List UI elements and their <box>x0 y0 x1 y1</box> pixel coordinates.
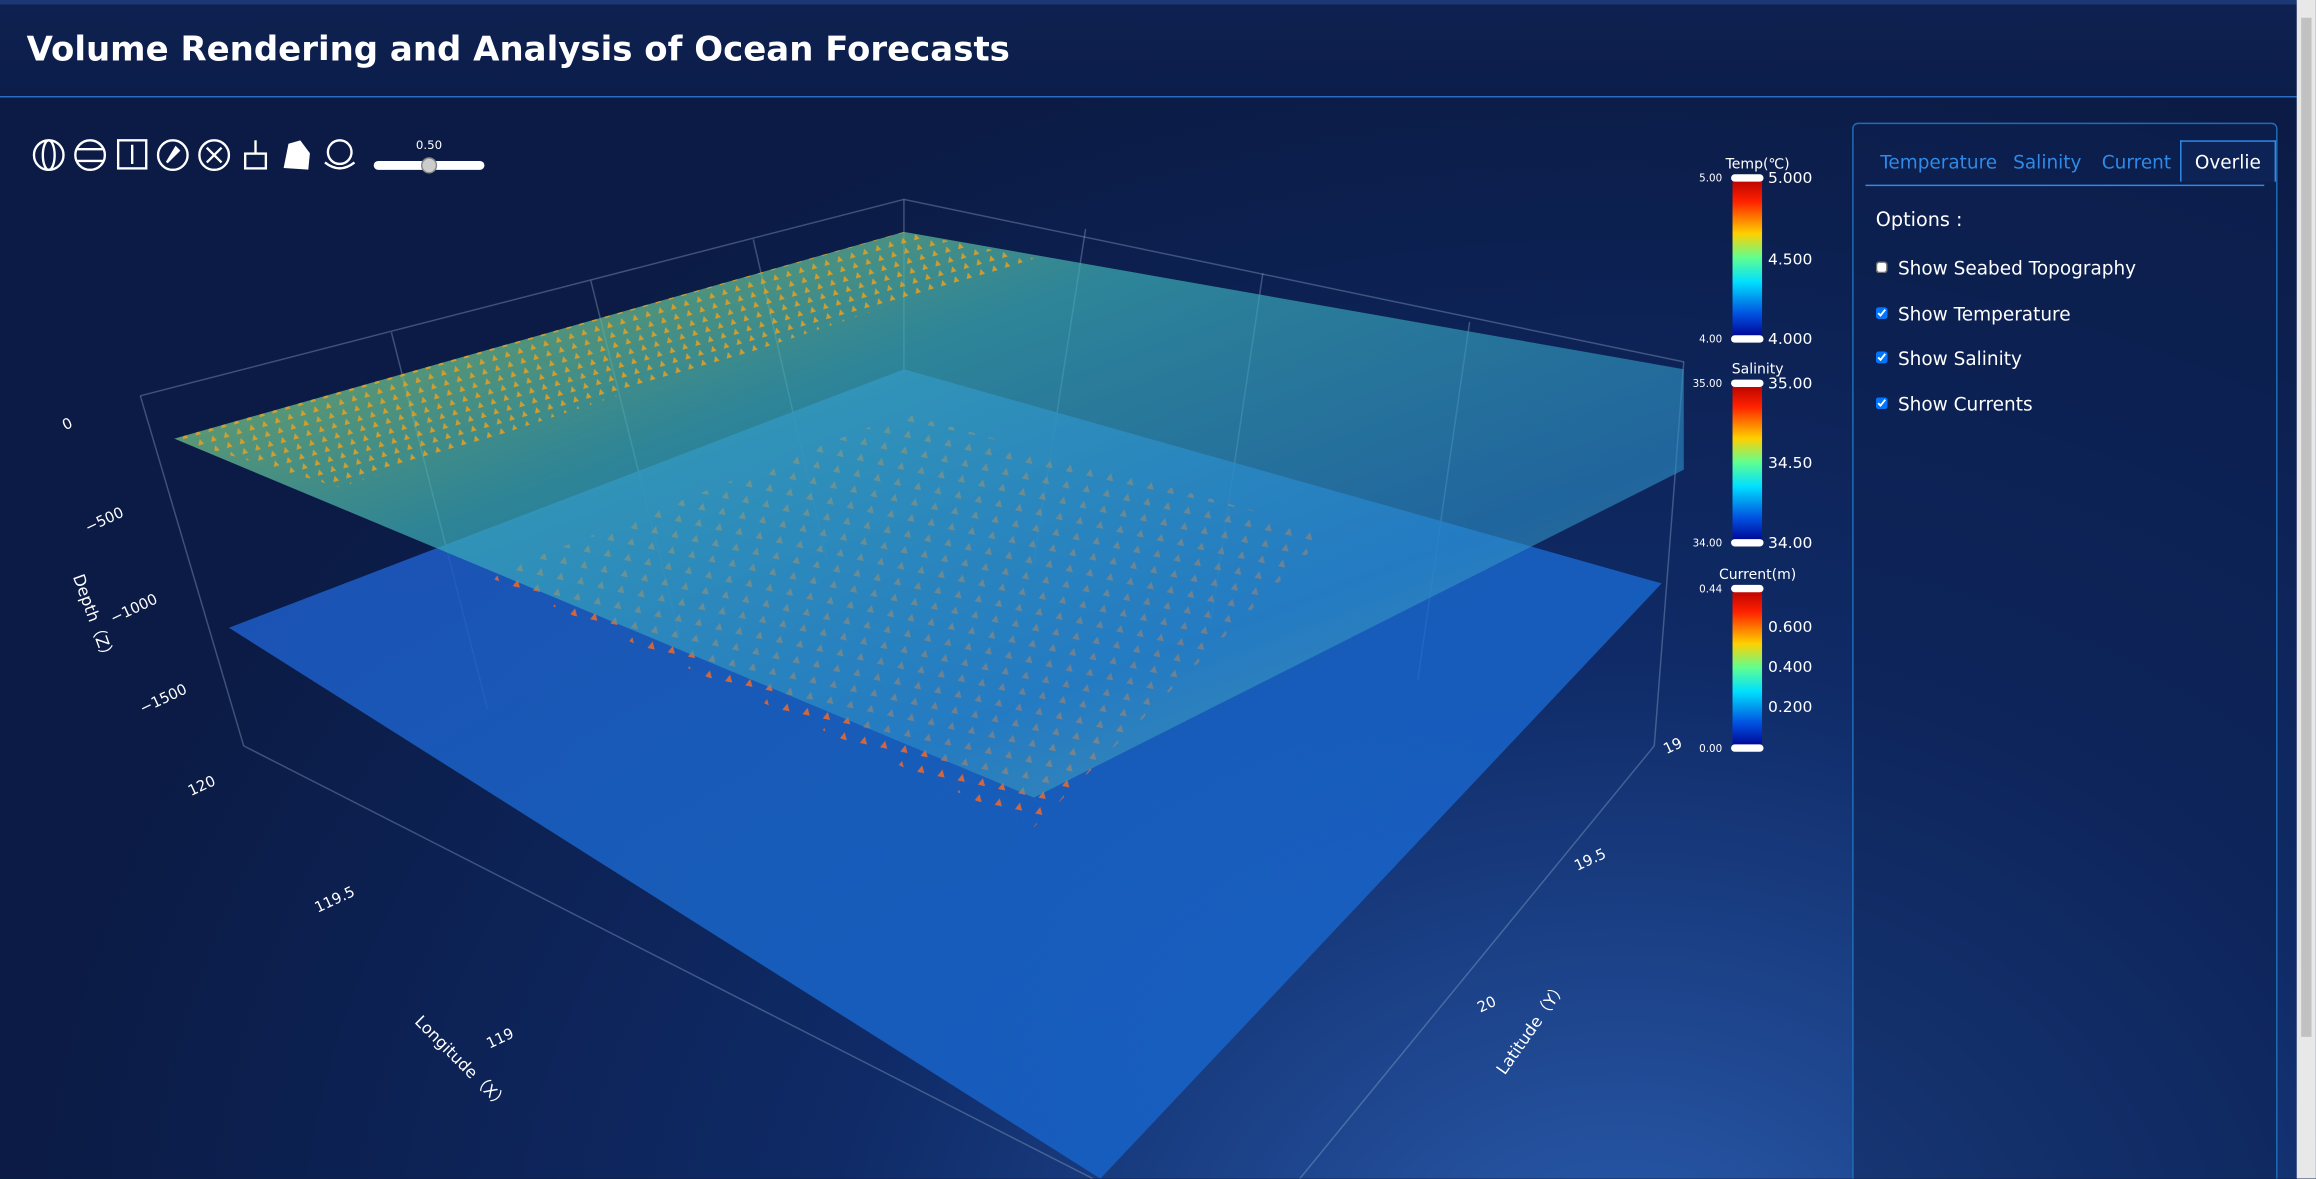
tool-brush[interactable] <box>244 140 268 170</box>
color-bar <box>1732 177 1763 339</box>
header: Volume Rendering and Analysis of Ocean F… <box>0 0 2297 98</box>
latitude-tick-label: 20 <box>1475 993 1499 1016</box>
depth-tick-label: −1000 <box>108 591 160 628</box>
depth-tick-label: 0 <box>60 415 76 434</box>
option-label: Show Salinity <box>1897 347 2022 370</box>
opacity-thumb[interactable] <box>420 157 438 174</box>
range-handle <box>1731 584 1764 593</box>
range-handle <box>1731 744 1764 752</box>
range-handle <box>1731 379 1764 387</box>
tool-compass[interactable] <box>156 139 189 172</box>
tab[interactable]: Temperature <box>1880 150 1998 173</box>
legend-tick: 0.600 <box>1768 618 1812 636</box>
color-bar <box>1732 587 1763 748</box>
legend-tick: 34.50 <box>1768 454 1812 472</box>
legend-tick: 4.000 <box>1768 330 1812 348</box>
legend-title: Salinity <box>1732 362 1784 378</box>
scene: 0−500−1000−1500Depth（Z）120119.5119Longit… <box>32 138 1812 1179</box>
opacity-label: 0.50 <box>416 138 442 152</box>
legend-tick: 34.00 <box>1768 534 1812 552</box>
longitude-tick-label: 119 <box>484 1025 517 1052</box>
option-label: Show Temperature <box>1897 302 2071 325</box>
legend-title: Current(m) <box>1719 567 1796 583</box>
checkbox[interactable] <box>1875 261 1888 274</box>
scrollbar[interactable] <box>2296 0 2316 1179</box>
legend-tick: 5.000 <box>1768 169 1812 187</box>
legend-min: 0.00 <box>1699 743 1722 755</box>
page-title: Volume Rendering and Analysis of Ocean F… <box>26 31 1010 70</box>
tool-depth[interactable] <box>116 139 148 170</box>
legend-max: 0.44 <box>1699 583 1722 595</box>
top-layer-arrows <box>174 231 1034 488</box>
depth-tick-label: −1500 <box>137 681 189 718</box>
latitude-tick-label: 19.5 <box>1572 845 1609 874</box>
longitude-tick-label: 120 <box>186 772 219 799</box>
options-title: Options : <box>1875 209 1963 232</box>
range-handle <box>1731 174 1764 182</box>
checkbox[interactable] <box>1875 352 1888 364</box>
option-label: Show Currents <box>1897 393 2033 416</box>
legend-min: 4.00 <box>1699 334 1722 346</box>
options-panel: Temperature Salinity Current Overlie Option… <box>1852 122 2278 1179</box>
tool-slice[interactable] <box>283 140 310 170</box>
range-handle <box>1731 335 1764 343</box>
legend-max: 5.00 <box>1699 173 1722 185</box>
checkbox[interactable] <box>1875 397 1888 410</box>
legend-max: 35.00 <box>1693 378 1723 390</box>
latitude-axis-label: Latitude（Y） <box>1492 978 1570 1078</box>
legend-tick: 0.400 <box>1768 658 1812 676</box>
range-handle <box>1731 539 1764 547</box>
legend-tick: 0.200 <box>1768 698 1812 716</box>
tab-line <box>1865 184 2265 187</box>
depth-tick-label: −500 <box>82 504 126 537</box>
color-bar <box>1732 382 1763 543</box>
tool-longitude[interactable] <box>32 139 65 172</box>
legend-tick: 35.00 <box>1768 374 1812 392</box>
legend-tick: 4.500 <box>1768 250 1812 268</box>
tool-rotate[interactable] <box>324 139 356 170</box>
tool-clear[interactable] <box>198 139 231 172</box>
longitude-tick-label: 119.5 <box>312 883 358 916</box>
legend-min: 34.00 <box>1693 537 1723 549</box>
legend-title: Temp(℃) <box>1725 156 1790 172</box>
tab[interactable]: Current <box>2101 150 2172 173</box>
option-label: Show Seabed Topography <box>1897 256 2137 280</box>
scroll-thumb[interactable] <box>2301 17 2312 1037</box>
toolbar: 0.50 <box>32 138 485 174</box>
longitude-axis-label: Longitude（X） <box>411 1012 512 1113</box>
latitude-tick-label: 19 <box>1661 735 1685 758</box>
checkbox[interactable] <box>1875 306 1888 319</box>
tool-latitude[interactable] <box>74 139 107 172</box>
tab[interactable]: Salinity <box>2013 150 2082 173</box>
tab[interactable]: Overlie <box>2180 140 2276 182</box>
